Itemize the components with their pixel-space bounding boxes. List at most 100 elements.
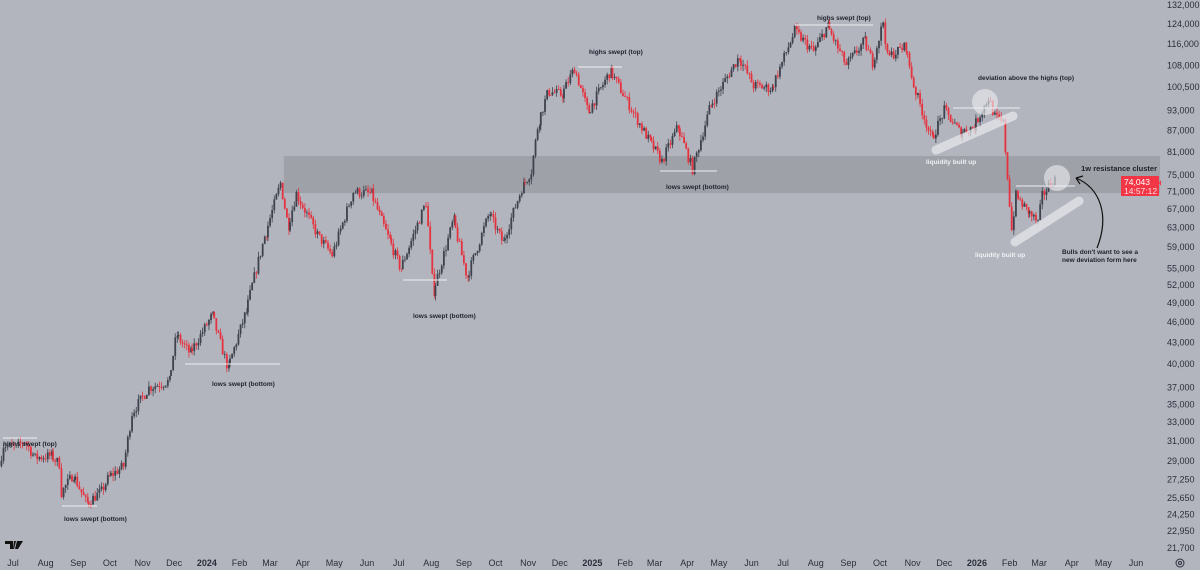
candle [1027, 206, 1030, 218]
candle [32, 452, 34, 457]
candle [836, 37, 839, 54]
candle [40, 455, 43, 462]
candle [265, 236, 268, 241]
candle [787, 42, 790, 55]
candle [588, 103, 591, 114]
candle [567, 76, 570, 87]
candle [917, 92, 919, 99]
candle [62, 487, 65, 500]
annotation-deviation: deviation above the highs (top) [978, 75, 1074, 82]
candle [752, 79, 755, 93]
candle [331, 248, 334, 258]
candle [380, 210, 383, 217]
candle [398, 254, 401, 272]
candle [369, 186, 372, 195]
candle [1028, 210, 1031, 218]
time-axis[interactable]: Jul Aug Sep Oct Nov Dec 2024 Feb Mar Apr May Jun Jul… [7, 558, 1143, 568]
candle [425, 201, 427, 208]
x-tick-label: 2026 [967, 558, 987, 568]
candle [322, 236, 325, 249]
x-tick-label: Jun [360, 558, 375, 568]
candles [0, 18, 1056, 509]
candle [54, 458, 57, 466]
x-tick-label: Aug [808, 558, 824, 568]
candle [1039, 199, 1042, 221]
candle [534, 138, 537, 159]
candle [1015, 188, 1017, 218]
candle [122, 462, 125, 471]
candle [654, 146, 657, 150]
arrow-icon [1075, 177, 1104, 249]
candle [259, 255, 262, 260]
candle [919, 89, 921, 108]
candle [281, 182, 284, 200]
candle [354, 190, 357, 194]
candle [726, 74, 729, 84]
candle [858, 47, 860, 57]
candle [416, 220, 419, 234]
candle [162, 385, 165, 391]
candle [677, 124, 680, 133]
candle [767, 83, 770, 97]
y-tick-label: 132,000 [1167, 0, 1200, 10]
price-axis[interactable]: 132,000 124,000 116,000 108,000 100,500 93,00… [1167, 0, 1200, 553]
x-tick-label: Sep [840, 558, 856, 568]
candle [110, 470, 112, 477]
candle [906, 51, 909, 58]
candle [382, 213, 385, 228]
candle [810, 40, 813, 50]
candle [934, 129, 937, 144]
candle [562, 93, 564, 103]
candle [734, 64, 737, 68]
candle [910, 62, 913, 80]
arrowhead-icon [1075, 175, 1084, 185]
candle [106, 471, 109, 487]
candle [191, 343, 193, 356]
candle [273, 195, 276, 214]
candle [828, 18, 831, 30]
candle [774, 74, 777, 92]
candle [772, 84, 775, 90]
candle [327, 239, 329, 251]
x-tick-label: Feb [617, 558, 633, 568]
candle [291, 205, 294, 227]
candle [518, 193, 521, 204]
candle [90, 500, 92, 509]
x-tick-label: Oct [488, 558, 503, 568]
candle [445, 245, 447, 257]
candle [126, 434, 129, 457]
candle [86, 493, 89, 504]
candle [166, 376, 169, 389]
candle [241, 318, 244, 329]
candle [542, 111, 544, 117]
y-tick-label: 40,000 [1167, 359, 1195, 369]
candle [582, 85, 584, 97]
candle [438, 269, 441, 279]
candle [615, 76, 618, 84]
candle [523, 177, 525, 194]
candle [512, 207, 515, 222]
candle [819, 32, 821, 43]
y-tick-label: 63,000 [1167, 222, 1195, 232]
candle [185, 340, 188, 351]
candle [1045, 188, 1048, 201]
candle [199, 329, 202, 346]
candle [6, 441, 9, 451]
candle [78, 481, 81, 490]
candle [251, 282, 254, 291]
candle [243, 311, 246, 329]
candle [544, 95, 546, 115]
candle [396, 247, 399, 260]
candle [941, 117, 944, 124]
candle [673, 128, 676, 138]
candle [779, 63, 781, 80]
y-tick-label: 93,000 [1167, 105, 1195, 115]
candle [685, 141, 688, 150]
annotation-resistance-cluster: 1w resistance cluster [1081, 164, 1157, 173]
candle [793, 25, 796, 39]
candle [886, 43, 889, 55]
candle [215, 318, 218, 335]
candle [148, 381, 150, 396]
gear-icon[interactable] [1175, 558, 1185, 568]
